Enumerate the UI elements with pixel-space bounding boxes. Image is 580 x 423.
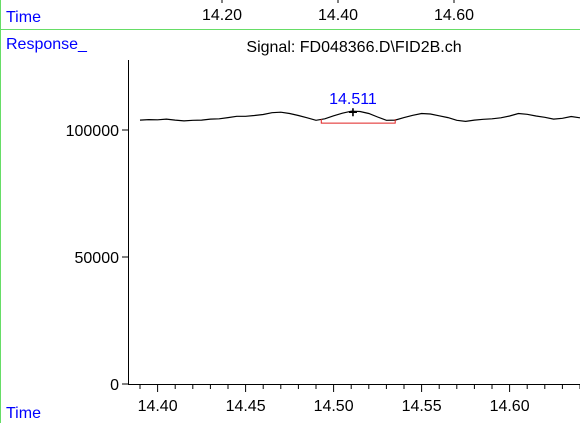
- top-axis-tick-label: 14.20: [202, 7, 242, 24]
- integration-baseline: [320, 119, 396, 124]
- response-label: Response_: [6, 36, 88, 53]
- signal-title: Signal: FD048366.D\FID2B.ch: [246, 39, 461, 56]
- y-axis-ticks: 0 50000 100000: [66, 123, 128, 394]
- peak-retention-label: 14.511: [329, 91, 377, 108]
- signal-trace: [139, 110, 580, 123]
- top-time-label: Time: [6, 9, 41, 26]
- x-axis-tick-label: 14.50: [314, 398, 354, 415]
- top-time-axis: 14.20 14.40 14.60: [202, 0, 474, 24]
- x-axis-tick-label: 14.60: [490, 398, 530, 415]
- y-axis-tick-label: 100000: [66, 123, 119, 140]
- peak-apex-marker: [348, 108, 357, 117]
- x-axis-tick-label: 14.40: [138, 398, 178, 415]
- bottom-time-label: Time: [6, 405, 41, 422]
- y-axis-tick-label: 50000: [75, 250, 120, 267]
- y-axis-tick-label: 0: [110, 377, 119, 394]
- x-axis-tick-label: 14.45: [226, 398, 266, 415]
- x-axis-ticks: 14.40 14.45 14.50 14.55 14.60: [138, 384, 580, 415]
- top-axis-tick-label: 14.60: [434, 7, 474, 24]
- x-axis-tick-label: 14.55: [402, 398, 442, 415]
- top-axis-tick-label: 14.40: [318, 7, 358, 24]
